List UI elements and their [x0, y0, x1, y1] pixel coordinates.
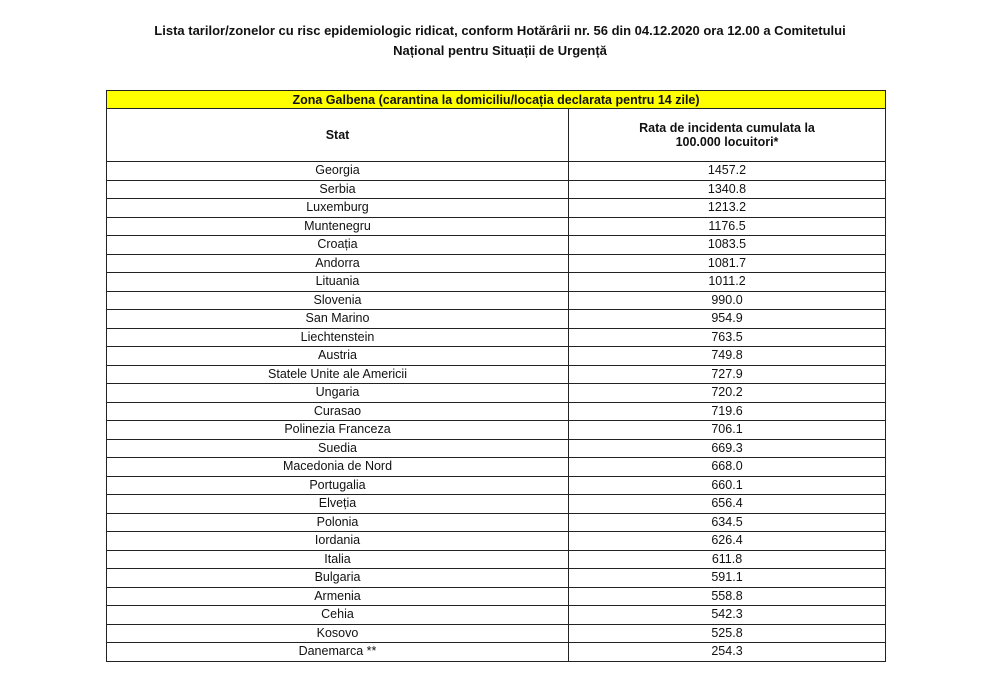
document-title-line-2: Național pentru Situații de Urgență — [393, 43, 607, 58]
table-row: Curasao 719.6 — [106, 401, 886, 421]
table-row: Bulgaria 591.1 — [106, 568, 886, 588]
stat-cell: Macedonia de Nord — [106, 457, 569, 477]
rate-cell: 668.0 — [568, 457, 886, 477]
table-row: Kosovo 525.8 — [106, 623, 886, 643]
rate-cell: 254.3 — [568, 642, 886, 662]
rate-cell: 1340.8 — [568, 179, 886, 199]
table-row: Italia 611.8 — [106, 549, 886, 569]
table-row: Andorra 1081.7 — [106, 253, 886, 273]
table-row: Slovenia 990.0 — [106, 290, 886, 310]
stat-cell: Bulgaria — [106, 568, 569, 588]
rate-header-line-1: Rata de incidenta cumulata la — [639, 121, 815, 135]
table-row: Luxemburg 1213.2 — [106, 198, 886, 218]
table-row: Armenia 558.8 — [106, 586, 886, 606]
stat-cell: Serbia — [106, 179, 569, 199]
table-row: Austria 749.8 — [106, 346, 886, 366]
rate-cell: 669.3 — [568, 438, 886, 458]
rate-cell: 706.1 — [568, 420, 886, 440]
table-row: Suedia 669.3 — [106, 438, 886, 458]
rate-cell: 1176.5 — [568, 216, 886, 236]
table-row: Ungaria 720.2 — [106, 383, 886, 403]
rate-cell: 1011.2 — [568, 272, 886, 292]
stat-cell: Danemarca ** — [106, 642, 569, 662]
table-row: Iordania 626.4 — [106, 531, 886, 551]
stat-cell: Portugalia — [106, 475, 569, 495]
stat-cell: Polonia — [106, 512, 569, 532]
stat-cell: Curasao — [106, 401, 569, 421]
rate-cell: 542.3 — [568, 605, 886, 625]
table-row: Polinezia Franceza 706.1 — [106, 420, 886, 440]
rate-cell: 749.8 — [568, 346, 886, 366]
rate-cell: 954.9 — [568, 309, 886, 329]
table-row: Serbia 1340.8 — [106, 179, 886, 199]
stat-cell: Slovenia — [106, 290, 569, 310]
column-header-stat: Stat — [106, 108, 569, 162]
table-row: Portugalia 660.1 — [106, 475, 886, 495]
rate-cell: 1081.7 — [568, 253, 886, 273]
stat-cell: Ungaria — [106, 383, 569, 403]
rate-cell: 720.2 — [568, 383, 886, 403]
stat-cell: San Marino — [106, 309, 569, 329]
stat-cell: Muntenegru — [106, 216, 569, 236]
stat-cell: Armenia — [106, 586, 569, 606]
rate-cell: 1083.5 — [568, 235, 886, 255]
stat-cell: Andorra — [106, 253, 569, 273]
rate-cell: 626.4 — [568, 531, 886, 551]
rate-cell: 1457.2 — [568, 161, 886, 181]
stat-cell: Italia — [106, 549, 569, 569]
table-row: Muntenegru 1176.5 — [106, 216, 886, 236]
table-row: Elveția 656.4 — [106, 494, 886, 514]
stat-cell: Austria — [106, 346, 569, 366]
stat-cell: Statele Unite ale Americii — [106, 364, 569, 384]
rate-cell: 1213.2 — [568, 198, 886, 218]
rate-cell: 990.0 — [568, 290, 886, 310]
rate-cell: 656.4 — [568, 494, 886, 514]
table-row: Lituania 1011.2 — [106, 272, 886, 292]
stat-cell: Liechtenstein — [106, 327, 569, 347]
stat-cell: Lituania — [106, 272, 569, 292]
stat-cell: Croația — [106, 235, 569, 255]
table-row: Georgia 1457.2 — [106, 161, 886, 181]
table-row: Polonia 634.5 — [106, 512, 886, 532]
rate-cell: 611.8 — [568, 549, 886, 569]
yellow-zone-table: Zona Galbena (carantina la domiciliu/loc… — [106, 90, 886, 662]
stat-cell: Iordania — [106, 531, 569, 551]
rate-cell: 525.8 — [568, 623, 886, 643]
rate-cell: 727.9 — [568, 364, 886, 384]
rate-cell: 634.5 — [568, 512, 886, 532]
stat-cell: Elveția — [106, 494, 569, 514]
rate-cell: 591.1 — [568, 568, 886, 588]
table-row: Liechtenstein 763.5 — [106, 327, 886, 347]
document-title-line-1: Lista tarilor/zonelor cu risc epidemiolo… — [154, 23, 846, 38]
table-row: Macedonia de Nord 668.0 — [106, 457, 886, 477]
rate-cell: 719.6 — [568, 401, 886, 421]
stat-cell: Polinezia Franceza — [106, 420, 569, 440]
stat-cell: Cehia — [106, 605, 569, 625]
table-row: Cehia 542.3 — [106, 605, 886, 625]
table-row: Danemarca ** 254.3 — [106, 642, 886, 662]
stat-cell: Luxemburg — [106, 198, 569, 218]
rate-cell: 660.1 — [568, 475, 886, 495]
table-row: San Marino 954.9 — [106, 309, 886, 329]
stat-cell: Georgia — [106, 161, 569, 181]
stat-cell: Suedia — [106, 438, 569, 458]
rate-cell: 763.5 — [568, 327, 886, 347]
table-row: Croația 1083.5 — [106, 235, 886, 255]
column-header-rate: Rata de incidenta cumulata la 100.000 loc… — [568, 108, 886, 162]
rate-header-line-2: 100.000 locuitori* — [675, 135, 779, 149]
table-row: Statele Unite ale Americii 727.9 — [106, 364, 886, 384]
rate-cell: 558.8 — [568, 586, 886, 606]
stat-cell: Kosovo — [106, 623, 569, 643]
zone-header: Zona Galbena (carantina la domiciliu/loc… — [106, 90, 886, 109]
